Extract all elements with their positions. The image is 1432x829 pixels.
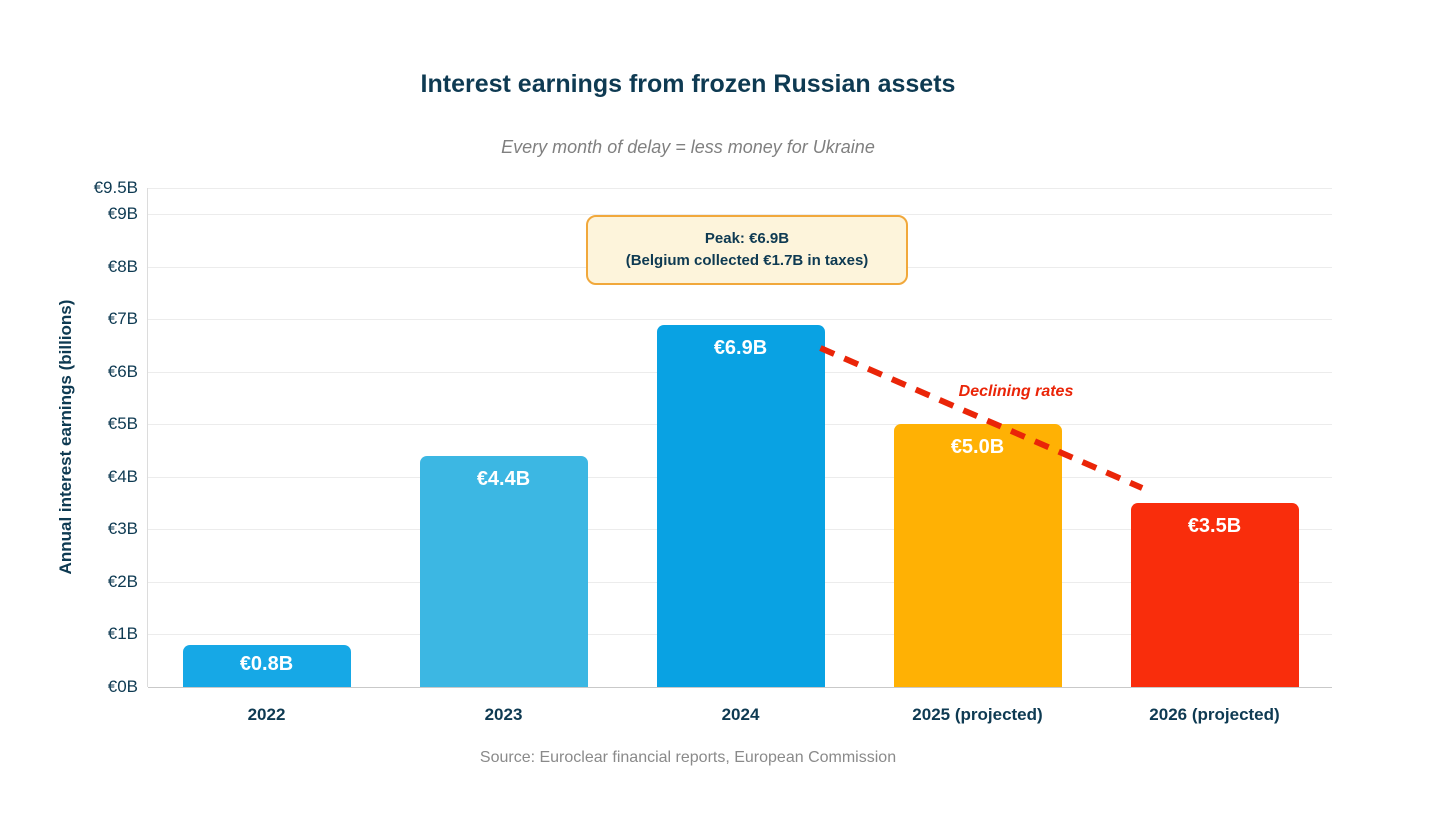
y-tick-label: €3B	[107, 519, 138, 539]
bar-2024: €6.9B	[656, 324, 825, 687]
source-note: Source: Euroclear financial reports, Eur…	[479, 749, 897, 766]
gridline	[148, 188, 1332, 189]
chart-subtitle: Every month of delay = less money for Uk…	[501, 137, 875, 157]
y-tick-label: €9B	[107, 204, 138, 224]
chart-title: Interest earnings from frozen Russian as…	[420, 70, 956, 98]
y-tick-label: €4B	[107, 466, 138, 486]
bar-2026: €3.5B	[1130, 503, 1299, 687]
bar-value-label: €0.8B	[239, 652, 294, 675]
bar-2023: €4.4B	[419, 455, 588, 687]
gridline	[148, 214, 1332, 216]
gridline	[148, 319, 1332, 321]
peak-annotation: Peak: €6.9B (Belgium collected €1.7B in …	[586, 215, 908, 285]
bar-value-label: €5.0B	[950, 436, 1005, 459]
x-tick-label: 2025 (projected)	[912, 705, 1043, 724]
peak-annotation-line2: (Belgium collected €1.7B in taxes)	[625, 252, 869, 269]
x-tick-label: 2024	[721, 705, 760, 724]
y-tick-label: €9.5B	[93, 178, 138, 197]
y-tick-label: €8B	[107, 256, 138, 276]
y-tick-label: €0B	[107, 677, 138, 696]
y-tick-label: €6B	[107, 361, 138, 381]
bar-value-label: €6.9B	[713, 336, 768, 359]
y-axis-title: Annual interest earnings (billions)	[56, 299, 75, 575]
x-tick-label: 2022	[247, 705, 286, 724]
trend-label: Declining rates	[958, 383, 1074, 400]
bar-2025: €5.0B	[893, 424, 1062, 687]
x-axis-line	[148, 687, 1332, 688]
x-tick-label: 2026 (projected)	[1149, 705, 1280, 724]
bar-2022: €0.8B	[182, 644, 351, 687]
plot-area: €0B €1B €2B €3B €4B €5B €6B €7B €8B €9B €9.5B €0.8…	[94, 178, 1332, 724]
bar-value-label: €3.5B	[1187, 515, 1242, 538]
y-tick-label: €2B	[107, 571, 138, 591]
y-tick-label: €7B	[107, 309, 138, 329]
peak-annotation-line1: Peak: €6.9B	[704, 230, 790, 248]
x-tick-label: 2023	[484, 705, 523, 724]
y-tick-label: €1B	[107, 624, 138, 644]
y-tick-label: €5B	[107, 414, 138, 434]
bar-value-label: €4.4B	[476, 467, 531, 490]
